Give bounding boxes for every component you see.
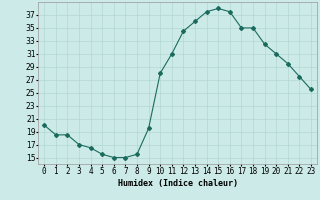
- X-axis label: Humidex (Indice chaleur): Humidex (Indice chaleur): [118, 179, 238, 188]
